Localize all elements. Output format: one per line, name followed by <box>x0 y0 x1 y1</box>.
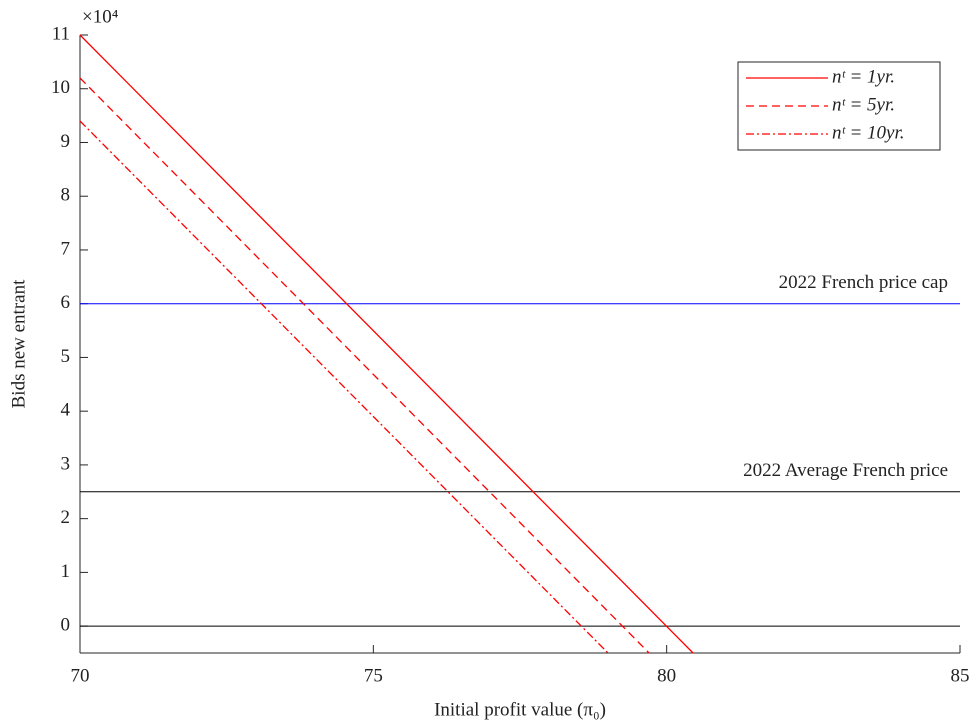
y-tick-label: 11 <box>52 23 70 44</box>
x-tick-label: 75 <box>364 665 383 686</box>
y-multiplier: ×10⁴ <box>82 6 119 27</box>
y-tick-label: 6 <box>61 292 71 313</box>
legend-label: nᵗ = 1yr. <box>832 66 895 87</box>
y-tick-label: 2 <box>61 507 71 528</box>
y-tick-label: 8 <box>61 185 71 206</box>
y-tick-label: 4 <box>61 400 71 421</box>
x-tick-label: 85 <box>951 665 970 686</box>
y-tick-label: 3 <box>61 453 71 474</box>
y-tick-label: 10 <box>51 77 70 98</box>
y-tick-label: 7 <box>61 238 71 259</box>
legend-label: nᵗ = 5yr. <box>832 94 895 115</box>
reference-label: 2022 Average French price <box>743 460 948 481</box>
y-tick-label: 5 <box>61 346 71 367</box>
series-line <box>79 34 694 654</box>
y-tick-label: 1 <box>61 561 71 582</box>
series-line <box>79 77 650 654</box>
x-tick-label: 70 <box>71 665 90 686</box>
y-tick-label: 0 <box>61 614 71 635</box>
legend-box <box>737 61 941 151</box>
series-line <box>79 120 609 654</box>
reference-label: 2022 French price cap <box>779 272 948 293</box>
x-tick-label: 80 <box>657 665 676 686</box>
legend-label: nᵗ = 10yr. <box>832 122 904 143</box>
x-axis-label: Initial profit value (π₀) <box>434 699 606 720</box>
y-axis-label: Bids new entrant <box>8 279 29 408</box>
y-tick-label: 9 <box>61 131 71 152</box>
